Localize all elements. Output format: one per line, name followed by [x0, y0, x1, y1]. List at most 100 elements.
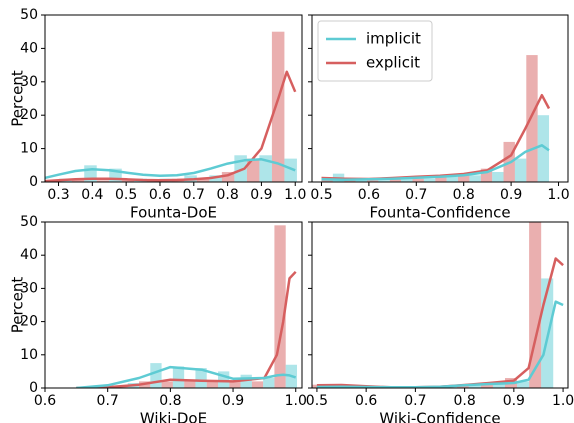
x-tick-label: 0.4: [81, 187, 103, 203]
histogram-bar: [172, 366, 185, 388]
legend-label: explicit: [366, 54, 420, 72]
y-tick-label: 0: [29, 380, 38, 396]
x-tick-label: 0.6: [358, 187, 380, 203]
histogram-bar: [401, 178, 413, 182]
histogram-bar: [96, 180, 110, 182]
histogram-bar: [344, 180, 356, 182]
x-tick-label: 0.8: [453, 187, 475, 203]
y-tick-label: 40: [20, 247, 38, 263]
histogram-bar: [378, 180, 390, 182]
x-tick-label: 0.7: [405, 187, 427, 203]
histogram-bar: [389, 178, 402, 182]
y-tick-label: 0: [29, 174, 38, 190]
kde-line: [76, 365, 297, 388]
histogram-bar: [218, 371, 230, 388]
x-tick-label: 0.8: [216, 187, 238, 203]
histogram-bar: [423, 178, 436, 182]
x-tick-label: 0.9: [500, 187, 522, 203]
histogram-bar: [492, 383, 505, 388]
kde-line: [45, 158, 296, 180]
y-tick-label: 30: [20, 280, 38, 296]
histogram-bar: [274, 225, 286, 388]
y-tick-label: 40: [20, 40, 38, 56]
x-tick-label: 1.0: [547, 187, 569, 203]
histogram-bar: [435, 176, 447, 182]
x-tick-label: 0.5: [115, 187, 137, 203]
histogram-bar: [517, 381, 530, 388]
axes-frame: [44, 221, 303, 389]
histogram-bar: [263, 378, 275, 388]
x-axis-label: Wiki-Confidence: [379, 410, 500, 423]
histogram-bar: [246, 158, 260, 182]
histogram-bar: [412, 178, 424, 182]
histogram-bar: [229, 381, 241, 388]
histogram-bar: [150, 363, 162, 388]
y-tick-label: 30: [20, 74, 38, 90]
histogram-bar: [195, 368, 207, 388]
histogram-bar: [206, 381, 219, 388]
x-tick-label: 0.7: [183, 187, 205, 203]
histogram-bar: [492, 171, 504, 182]
y-tick-label: 10: [20, 141, 38, 157]
y-axis-label: Percent: [9, 277, 27, 334]
kde-line: [316, 300, 564, 388]
x-tick-label: 1.0: [285, 393, 307, 409]
histogram-bar: [221, 171, 235, 182]
histogram-bar: [240, 374, 252, 388]
x-tick-label: 0.9: [503, 393, 525, 409]
kde-line: [76, 270, 297, 388]
histogram-bar: [480, 383, 493, 388]
histogram-bar: [355, 180, 367, 182]
histogram-bar: [529, 222, 542, 388]
histogram-bar: [271, 31, 285, 182]
x-tick-label: 0.5: [306, 393, 328, 409]
histogram-bar: [537, 115, 550, 182]
x-tick-label: 1.0: [552, 393, 574, 409]
legend-label: implicit: [366, 30, 421, 48]
histogram-bar: [251, 381, 264, 388]
y-tick-label: 10: [20, 347, 38, 363]
axes-frame: [311, 221, 569, 389]
x-axis-label: Founta-Confidence: [369, 204, 510, 222]
histogram-bar: [480, 168, 493, 182]
kde-line: [316, 257, 564, 388]
plot-area: [312, 222, 564, 388]
y-tick-label: 20: [20, 314, 38, 330]
histogram-bar: [196, 178, 210, 182]
histogram-bar: [458, 175, 470, 182]
x-tick-label: 0.9: [250, 187, 272, 203]
x-tick-label: 0.9: [222, 393, 244, 409]
x-axis-label: Wiki-DoE: [140, 410, 207, 423]
axes-frame: [44, 14, 303, 183]
kde-line: [321, 144, 550, 181]
x-tick-label: 0.8: [159, 393, 181, 409]
histogram-bar: [526, 55, 538, 182]
histogram-bar: [121, 180, 135, 182]
x-tick-label: 0.6: [34, 393, 56, 409]
x-axis-label: Founta-DoE: [130, 204, 217, 222]
x-tick-label: 0.3: [47, 187, 69, 203]
histogram-bar: [184, 381, 196, 388]
histogram-bar: [161, 381, 173, 388]
x-tick-label: 0.7: [404, 393, 426, 409]
x-tick-label: 0.5: [310, 187, 332, 203]
histogram-bar: [209, 175, 222, 182]
plot-area: [76, 225, 297, 388]
x-tick-label: 1.0: [284, 187, 306, 203]
plot-area: [321, 55, 551, 182]
x-tick-label: 0.7: [97, 393, 119, 409]
histogram-bar: [446, 176, 459, 182]
legend-box: [317, 20, 433, 82]
x-tick-label: 0.8: [453, 393, 475, 409]
y-axis-label: Percent: [9, 70, 27, 127]
y-tick-label: 20: [20, 107, 38, 123]
x-tick-label: 0.6: [355, 393, 377, 409]
y-tick-label: 50: [20, 7, 38, 23]
histogram-bar: [469, 175, 481, 182]
plot-area: [45, 31, 297, 182]
histogram-bar: [514, 158, 527, 182]
x-tick-label: 0.6: [149, 187, 171, 203]
y-tick-label: 50: [20, 214, 38, 230]
kde-line: [45, 70, 297, 182]
